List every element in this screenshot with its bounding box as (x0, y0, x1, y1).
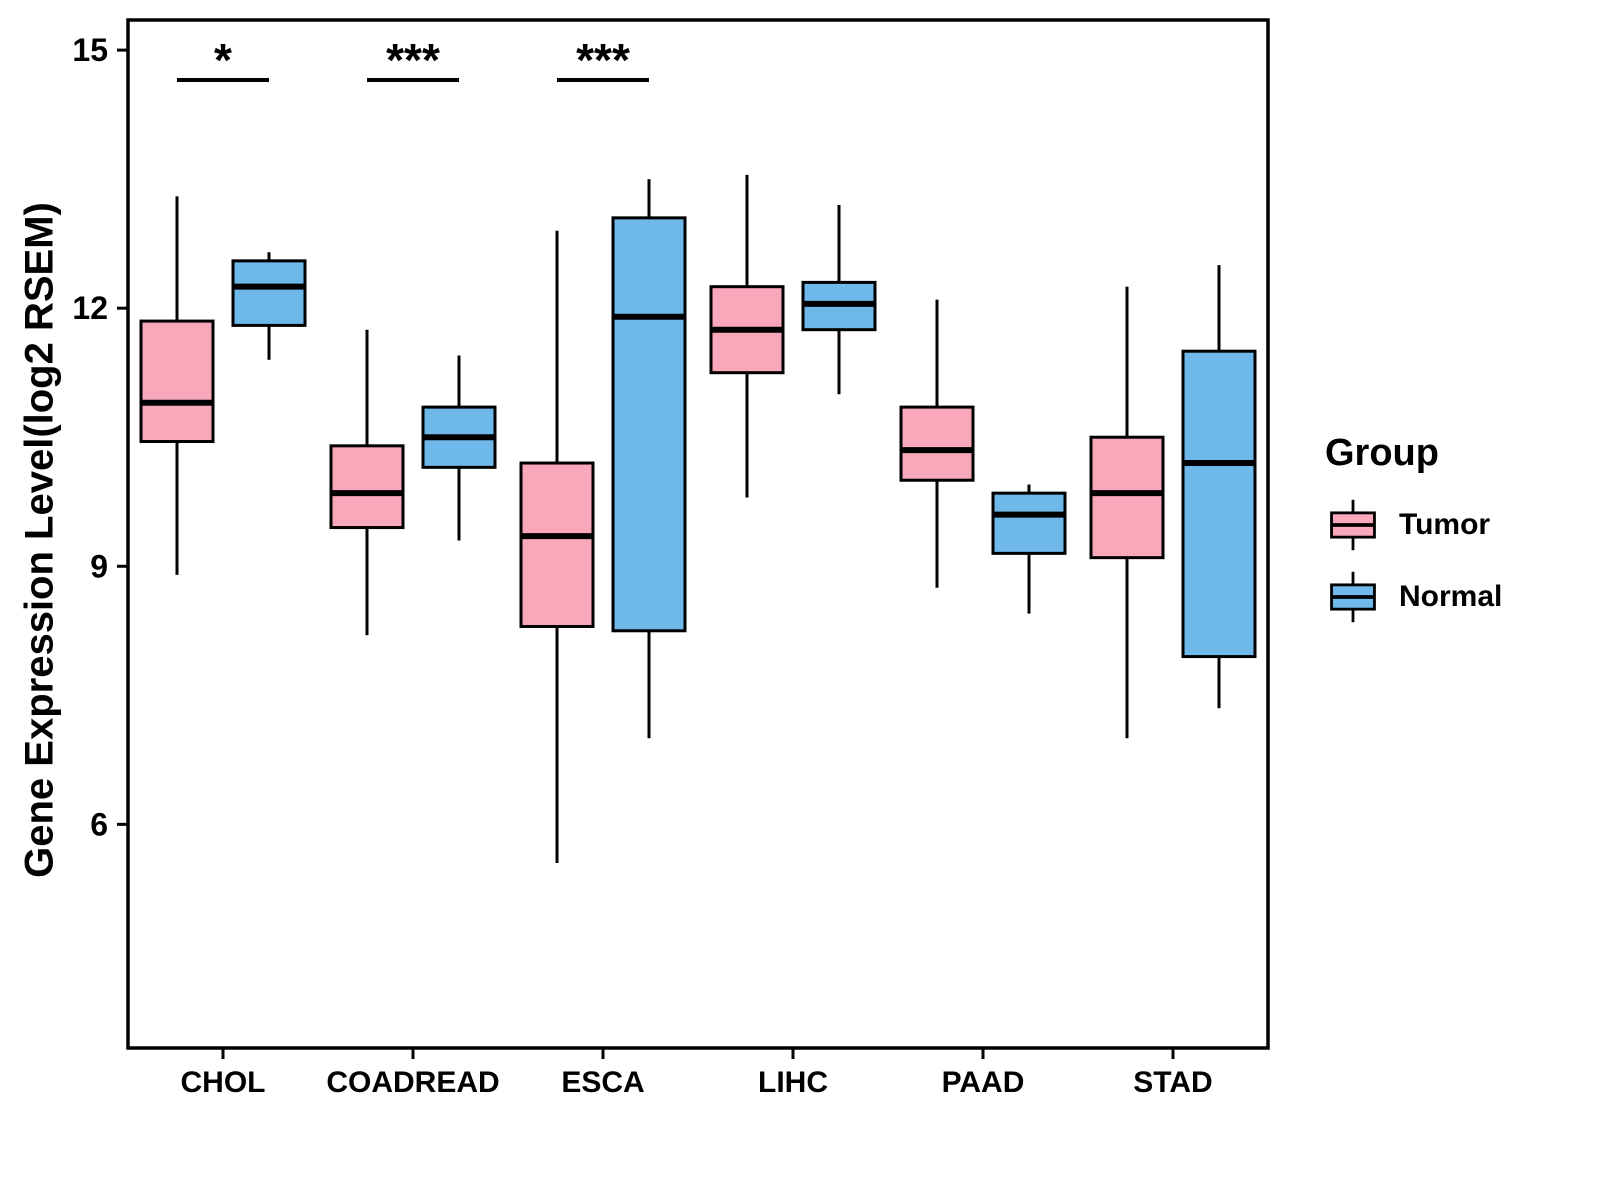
svg-text:PAAD: PAAD (942, 1066, 1025, 1099)
svg-text:LIHC: LIHC (758, 1066, 828, 1099)
svg-text:*: * (214, 34, 232, 86)
svg-text:12: 12 (72, 290, 108, 326)
svg-text:15: 15 (72, 32, 108, 68)
tumor-boxplot-key-icon (1330, 499, 1376, 551)
svg-text:COADREAD: COADREAD (326, 1066, 499, 1099)
normal-boxplot-key-icon (1330, 571, 1376, 623)
legend-entry-normal: Normal (1325, 569, 1502, 625)
svg-text:CHOL: CHOL (181, 1066, 266, 1099)
legend-title: Group (1325, 432, 1439, 474)
legend-label-normal: Normal (1399, 580, 1503, 613)
y-axis-label: Gene Expression Level(log2 RSEM) (17, 202, 62, 878)
svg-text:6: 6 (90, 806, 108, 842)
svg-text:ESCA: ESCA (561, 1066, 644, 1099)
legend: Group Tumor Normal (1325, 432, 1502, 641)
legend-entry-tumor: Tumor (1325, 497, 1502, 553)
svg-text:***: *** (576, 34, 630, 86)
svg-text:***: *** (386, 34, 440, 86)
svg-text:9: 9 (90, 548, 108, 584)
svg-text:STAD: STAD (1133, 1066, 1212, 1099)
legend-label-tumor: Tumor (1399, 508, 1491, 541)
